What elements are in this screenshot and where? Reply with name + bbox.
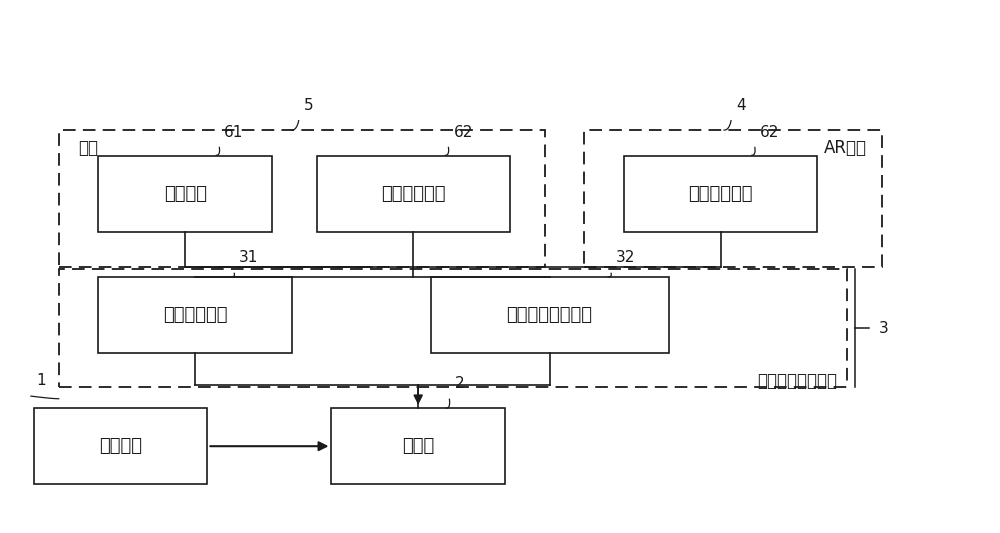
Bar xyxy=(431,277,669,353)
Text: 动态追踪部件: 动态追踪部件 xyxy=(688,185,753,204)
Text: 动态定位获取装置: 动态定位获取装置 xyxy=(757,372,837,390)
Text: 5: 5 xyxy=(304,98,313,113)
Text: 患者: 患者 xyxy=(79,140,99,157)
Text: 1: 1 xyxy=(36,373,46,388)
Text: AR眼镜: AR眼镜 xyxy=(824,140,867,157)
Text: 定位摄像设备: 定位摄像设备 xyxy=(163,306,227,324)
Bar xyxy=(624,156,817,232)
Text: 31: 31 xyxy=(239,251,259,265)
Bar xyxy=(584,130,882,266)
Text: 61: 61 xyxy=(224,125,244,140)
Bar xyxy=(317,156,510,232)
Text: 4: 4 xyxy=(736,98,746,113)
Text: 处理器: 处理器 xyxy=(402,437,434,455)
Text: 62: 62 xyxy=(453,125,473,140)
Bar xyxy=(59,269,847,387)
Bar xyxy=(34,408,207,484)
Bar xyxy=(59,130,545,266)
Text: 62: 62 xyxy=(760,125,779,140)
Bar xyxy=(331,408,505,484)
Text: 3: 3 xyxy=(879,321,889,336)
Text: 动态追踪部件: 动态追踪部件 xyxy=(381,185,445,204)
Text: 定位部件: 定位部件 xyxy=(164,185,207,204)
Text: 光学动态追踪设备: 光学动态追踪设备 xyxy=(507,306,593,324)
Text: 32: 32 xyxy=(616,251,635,265)
Bar xyxy=(98,156,272,232)
Text: 2: 2 xyxy=(454,376,464,391)
Text: 扫描装置: 扫描装置 xyxy=(99,437,142,455)
Bar xyxy=(98,277,292,353)
